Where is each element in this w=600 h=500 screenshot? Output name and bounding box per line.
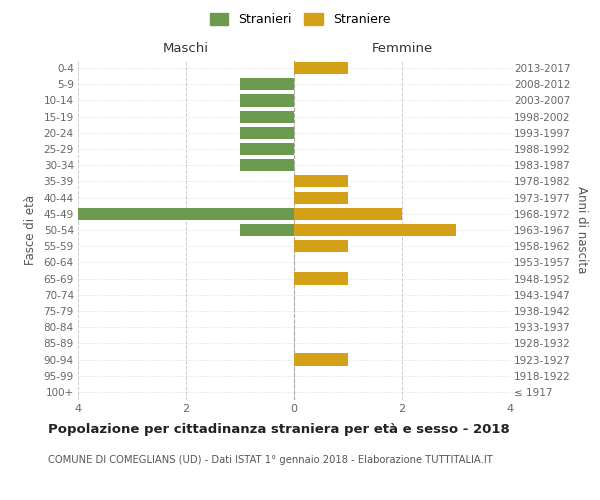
- Text: Maschi: Maschi: [163, 42, 209, 55]
- Bar: [240, 127, 294, 139]
- Bar: [78, 208, 294, 220]
- Text: Femmine: Femmine: [371, 42, 433, 55]
- Legend: Stranieri, Straniere: Stranieri, Straniere: [206, 8, 394, 30]
- Bar: [240, 78, 294, 90]
- Bar: [240, 143, 294, 155]
- Bar: [240, 159, 294, 172]
- Text: COMUNE DI COMEGLIANS (UD) - Dati ISTAT 1° gennaio 2018 - Elaborazione TUTTITALIA: COMUNE DI COMEGLIANS (UD) - Dati ISTAT 1…: [48, 455, 493, 465]
- Bar: [240, 94, 294, 106]
- Bar: [294, 354, 348, 366]
- Bar: [294, 240, 348, 252]
- Bar: [294, 208, 402, 220]
- Bar: [240, 110, 294, 122]
- Bar: [294, 224, 456, 236]
- Bar: [294, 192, 348, 203]
- Bar: [294, 62, 348, 74]
- Y-axis label: Anni di nascita: Anni di nascita: [575, 186, 587, 274]
- Text: Popolazione per cittadinanza straniera per età e sesso - 2018: Popolazione per cittadinanza straniera p…: [48, 422, 510, 436]
- Bar: [294, 272, 348, 284]
- Bar: [240, 224, 294, 236]
- Bar: [294, 176, 348, 188]
- Y-axis label: Fasce di età: Fasce di età: [23, 195, 37, 265]
